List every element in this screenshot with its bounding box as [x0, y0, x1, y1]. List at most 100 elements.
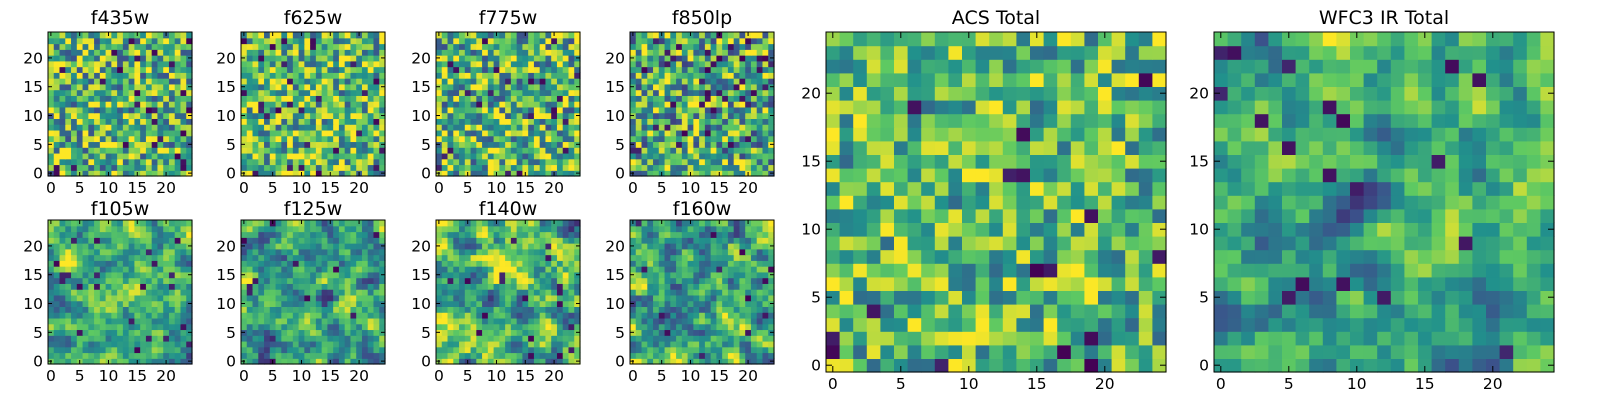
- heatmap-cell: [556, 66, 564, 73]
- heatmap-cell: [122, 352, 130, 359]
- heatmap-cell: [71, 95, 78, 102]
- heatmap-cell: [275, 352, 282, 359]
- heatmap-cell: [710, 312, 717, 319]
- heatmap-cell: [128, 170, 135, 177]
- heatmap-cell: [151, 118, 159, 125]
- heatmap-cell: [768, 147, 775, 154]
- heatmap-cell: [252, 277, 259, 284]
- heatmap-cell: [338, 237, 346, 244]
- heatmap-cell: [145, 271, 153, 279]
- heatmap-cell: [505, 283, 512, 290]
- heatmap-cell: [111, 243, 118, 250]
- heatmap-cell: [252, 106, 259, 114]
- heatmap-cell: [681, 89, 689, 96]
- heatmap-cell: [436, 254, 443, 261]
- heatmap-cell: [117, 83, 124, 91]
- heatmap-cell: [333, 254, 340, 261]
- heatmap-cell: [163, 237, 170, 244]
- heatmap-cell: [562, 66, 570, 73]
- heatmap-cell: [676, 277, 683, 284]
- heatmap-cell: [327, 89, 334, 96]
- heatmap-cell: [379, 49, 386, 56]
- heatmap-cell: [716, 352, 723, 359]
- heatmap-cell: [111, 60, 118, 68]
- heatmap-cell: [53, 323, 61, 331]
- heatmap-cell: [281, 300, 288, 307]
- heatmap-cell: [447, 248, 454, 256]
- heatmap-cell: [379, 43, 386, 50]
- heatmap-cell: [510, 271, 518, 279]
- heatmap-cell: [453, 237, 460, 244]
- heatmap-cell: [539, 124, 547, 131]
- heatmap-cell: [727, 118, 735, 125]
- heatmap-cell: [556, 164, 564, 171]
- heatmap-cell: [59, 32, 66, 39]
- heatmap-cell: [264, 220, 271, 227]
- heatmap-cell: [630, 346, 637, 354]
- heatmap-cell: [516, 66, 523, 73]
- heatmap-cell: [710, 346, 717, 354]
- heatmap-cell: [499, 225, 506, 233]
- heatmap-cell: [105, 83, 112, 91]
- heatmap-cell: [59, 89, 66, 96]
- heatmap-cell: [128, 340, 135, 348]
- heatmap-cell: [716, 164, 723, 171]
- heatmap-cell: [88, 352, 95, 359]
- heatmap-cell: [252, 43, 259, 50]
- heatmap-cell: [281, 225, 288, 233]
- heatmap-cell: [499, 170, 506, 177]
- heatmap-cell: [140, 266, 147, 273]
- heatmap-cell: [710, 147, 717, 154]
- heatmap-cell: [710, 106, 717, 114]
- y-tick-label: 15: [216, 78, 236, 96]
- heatmap-cell: [48, 49, 55, 56]
- heatmap-cell: [53, 277, 61, 284]
- heatmap-cell: [710, 164, 717, 171]
- heatmap-cell: [287, 254, 294, 261]
- heatmap-cell: [140, 55, 147, 62]
- heatmap-cell: [304, 152, 311, 160]
- heatmap-cell: [94, 237, 101, 244]
- heatmap-cell: [756, 135, 764, 143]
- heatmap-cell: [174, 141, 182, 148]
- heatmap-cell: [505, 335, 512, 342]
- heatmap-cell: [111, 220, 118, 227]
- heatmap-cell: [292, 83, 300, 91]
- heatmap-cell: [304, 294, 311, 302]
- heatmap-cell: [635, 118, 643, 125]
- heatmap-cell: [762, 300, 769, 307]
- heatmap-cell: [105, 243, 112, 250]
- heatmap-cell: [373, 135, 380, 143]
- heatmap-cell: [356, 312, 363, 319]
- heatmap-cell: [264, 32, 271, 39]
- heatmap-cell: [528, 300, 535, 307]
- heatmap-cell: [269, 129, 277, 137]
- heatmap-cell: [670, 335, 677, 342]
- heatmap-cell: [304, 72, 311, 79]
- heatmap-cell: [722, 152, 729, 160]
- heatmap-cell: [528, 118, 535, 125]
- heatmap-cell: [361, 260, 369, 267]
- heatmap-cell: [516, 43, 523, 50]
- x-tick-label: 20: [738, 179, 758, 197]
- heatmap-cell: [505, 323, 512, 331]
- heatmap-cell: [459, 358, 466, 365]
- heatmap-cell: [59, 294, 66, 302]
- heatmap-cell: [163, 60, 170, 68]
- heatmap-cell: [145, 55, 153, 62]
- heatmap-cell: [88, 329, 95, 336]
- heatmap-cell: [635, 152, 643, 160]
- heatmap-cell: [292, 60, 300, 68]
- heatmap-cell: [676, 329, 683, 336]
- heatmap-cell: [441, 95, 449, 102]
- heatmap-cell: [510, 317, 518, 325]
- heatmap-cell: [756, 317, 764, 325]
- heatmap-cell: [522, 129, 529, 137]
- heatmap-cell: [658, 95, 666, 102]
- heatmap-cell: [321, 43, 328, 50]
- heatmap-cell: [65, 220, 72, 227]
- heatmap-cell: [53, 289, 61, 296]
- heatmap-cell: [180, 243, 187, 250]
- heatmap-cell: [647, 78, 654, 85]
- heatmap-cell: [733, 306, 741, 313]
